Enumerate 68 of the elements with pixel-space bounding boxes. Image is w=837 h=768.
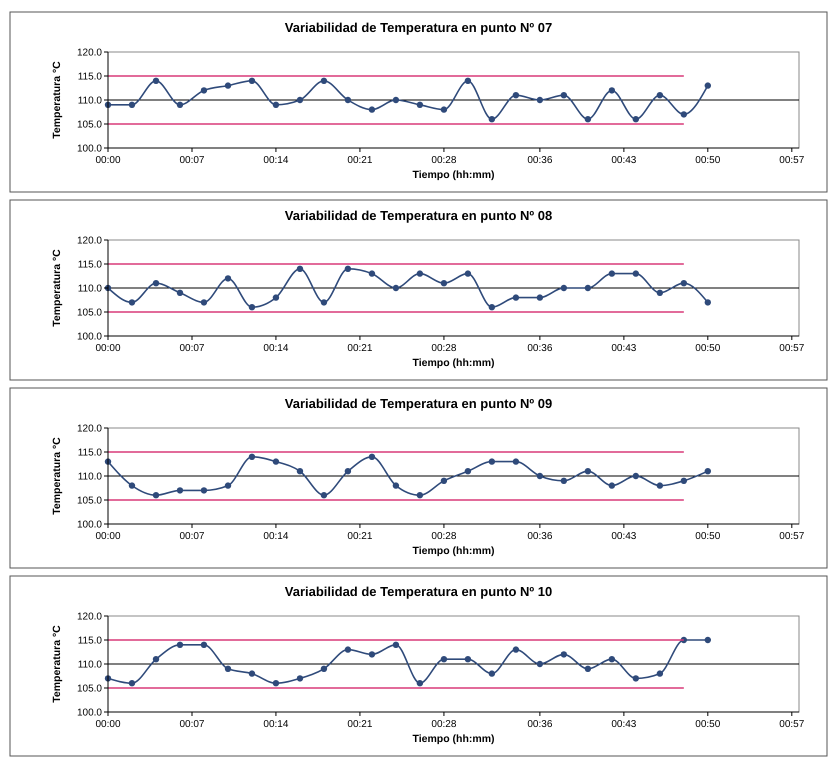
x-axis-title: Tiempo (hh:mm)	[412, 545, 495, 557]
x-tick-label: 00:36	[527, 531, 553, 542]
x-tick-label: 00:50	[695, 343, 721, 354]
x-tick-label: 00:00	[95, 719, 121, 730]
y-tick-label: 120.0	[76, 48, 102, 58]
y-tick-label: 115.0	[78, 260, 102, 270]
y-tick-label: 115.0	[78, 72, 102, 82]
y-tick-label: 115.0	[78, 636, 102, 646]
x-tick-label: 00:14	[263, 531, 289, 542]
x-tick-label: 00:07	[179, 719, 205, 730]
y-tick-label: 100.0	[76, 520, 102, 530]
x-tick-label: 00:14	[263, 155, 289, 166]
x-tick-label: 00:07	[179, 155, 205, 166]
chart-title: Variabilidad de Temperatura en punto Nº 10	[284, 584, 552, 599]
x-tick-label: 00:07	[179, 531, 205, 542]
x-tick-label: 00:28	[431, 155, 457, 166]
x-tick-label: 00:21	[347, 531, 373, 542]
x-tick-label: 00:00	[95, 155, 121, 166]
x-tick-label: 00:00	[95, 531, 121, 542]
x-tick-label: 00:00	[95, 343, 121, 354]
y-axis-title: Temperatura °C	[51, 248, 63, 327]
y-axis-title: Temperatura °C	[51, 436, 63, 515]
y-axis-title: Temperatura °C	[51, 624, 63, 703]
x-tick-label: 00:57	[779, 531, 805, 542]
x-tick-label: 00:28	[431, 531, 457, 542]
x-tick-label: 00:43	[611, 531, 637, 542]
x-tick-label: 00:28	[431, 719, 457, 730]
y-tick-label: 120.0	[76, 424, 102, 434]
x-tick-label: 00:50	[695, 155, 721, 166]
x-tick-label: 00:43	[611, 343, 637, 354]
chart-title: Variabilidad de Temperatura en punto Nº 09	[284, 396, 552, 411]
y-axis-title: Temperatura °C	[51, 60, 63, 139]
x-axis-title: Tiempo (hh:mm)	[412, 733, 495, 745]
x-tick-label: 00:57	[779, 343, 805, 354]
x-tick-label: 00:21	[347, 155, 373, 166]
chart-title: Variabilidad de Temperatura en punto Nº 08	[284, 208, 552, 223]
x-tick-label: 00:50	[695, 531, 721, 542]
x-tick-label: 00:21	[347, 343, 373, 354]
y-tick-label: 120.0	[76, 236, 102, 246]
x-tick-label: 00:21	[347, 719, 373, 730]
y-tick-label: 105.0	[76, 496, 102, 506]
x-tick-label: 00:14	[263, 343, 289, 354]
y-tick-label: 120.0	[76, 612, 102, 622]
y-tick-label: 105.0	[76, 308, 102, 318]
x-tick-label: 00:43	[611, 155, 637, 166]
y-tick-label: 100.0	[76, 332, 102, 342]
chart-title: Variabilidad de Temperatura en punto Nº 07	[284, 20, 552, 35]
y-tick-label: 110.0	[78, 284, 102, 294]
y-tick-label: 100.0	[76, 144, 102, 154]
x-axis-title: Tiempo (hh:mm)	[412, 169, 495, 181]
x-tick-label: 00:36	[527, 343, 553, 354]
x-tick-label: 00:43	[611, 719, 637, 730]
x-tick-label: 00:57	[779, 155, 805, 166]
y-tick-label: 115.0	[78, 448, 102, 458]
x-tick-label: 00:14	[263, 719, 289, 730]
y-tick-label: 110.0	[78, 660, 102, 670]
x-tick-label: 00:57	[779, 719, 805, 730]
x-axis-title: Tiempo (hh:mm)	[412, 357, 495, 369]
y-tick-label: 110.0	[78, 472, 102, 482]
x-tick-label: 00:28	[431, 343, 457, 354]
x-tick-label: 00:50	[695, 719, 721, 730]
y-tick-label: 110.0	[78, 96, 102, 106]
y-tick-label: 100.0	[76, 708, 102, 718]
x-tick-label: 00:36	[527, 719, 553, 730]
y-tick-label: 105.0	[76, 684, 102, 694]
x-tick-label: 00:36	[527, 155, 553, 166]
y-tick-label: 105.0	[76, 120, 102, 130]
x-tick-label: 00:07	[179, 343, 205, 354]
